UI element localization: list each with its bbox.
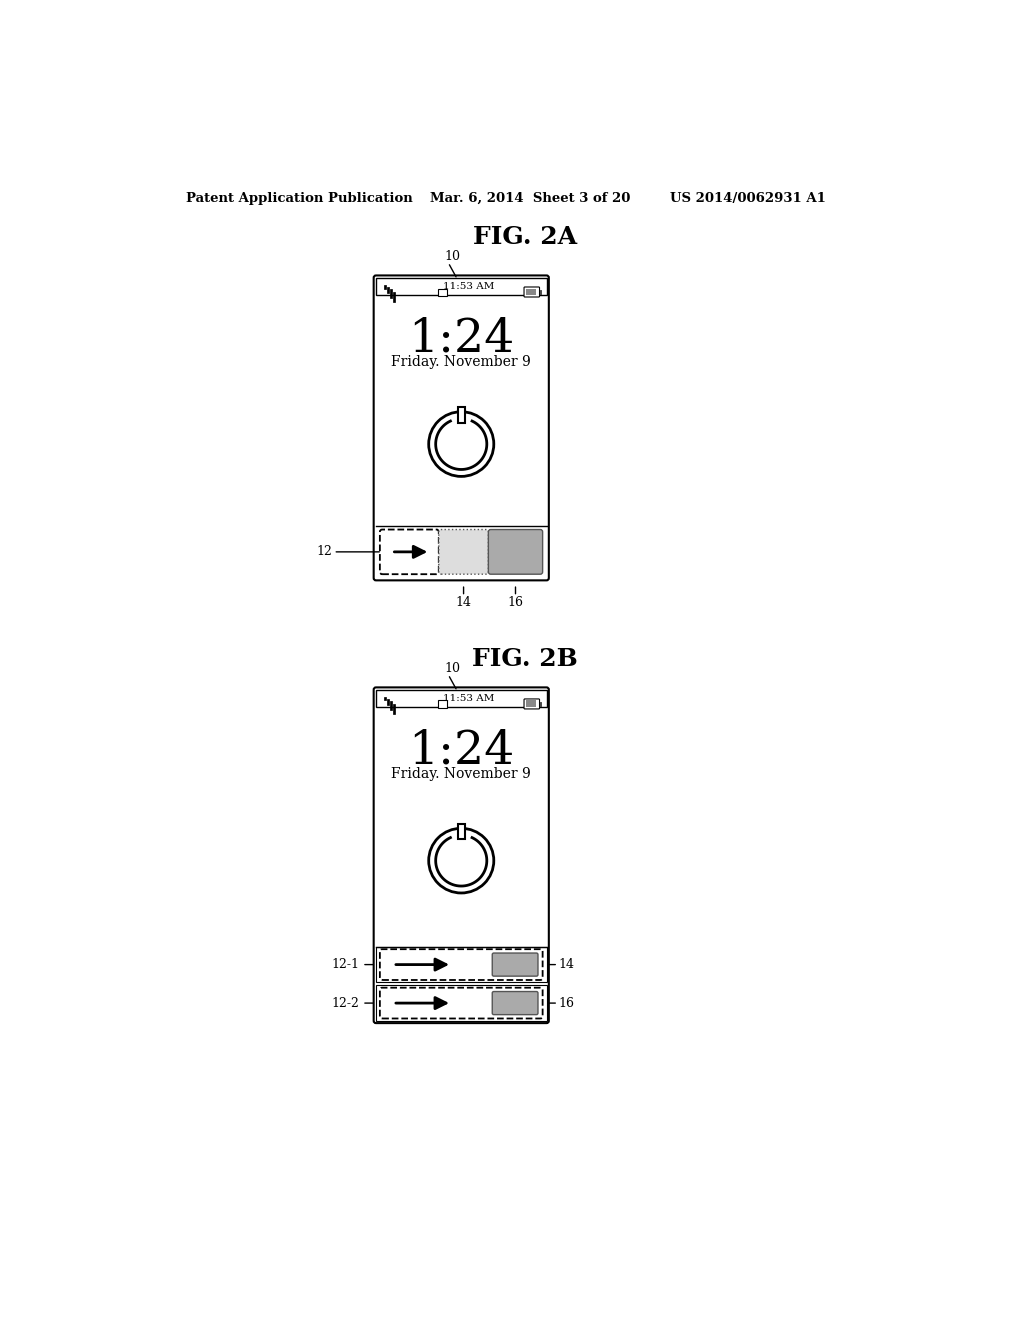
Bar xyxy=(384,285,386,289)
Bar xyxy=(458,407,465,422)
FancyBboxPatch shape xyxy=(493,991,538,1015)
FancyBboxPatch shape xyxy=(374,688,549,1023)
FancyBboxPatch shape xyxy=(374,276,549,581)
Bar xyxy=(376,985,547,1020)
Bar xyxy=(540,702,541,706)
Bar xyxy=(438,289,447,296)
Text: Patent Application Publication: Patent Application Publication xyxy=(186,191,413,205)
FancyBboxPatch shape xyxy=(380,529,438,574)
Bar xyxy=(387,286,389,293)
Text: 12-2: 12-2 xyxy=(331,997,359,1010)
Bar xyxy=(540,290,541,294)
Bar xyxy=(387,700,389,705)
Bar xyxy=(384,697,386,701)
Text: Mar. 6, 2014  Sheet 3 of 20: Mar. 6, 2014 Sheet 3 of 20 xyxy=(430,191,631,205)
Bar xyxy=(376,946,547,982)
Bar xyxy=(438,701,447,708)
FancyBboxPatch shape xyxy=(524,700,540,709)
FancyBboxPatch shape xyxy=(524,286,540,297)
Text: 14: 14 xyxy=(456,597,472,610)
Bar xyxy=(376,689,547,706)
Bar xyxy=(390,701,392,710)
FancyBboxPatch shape xyxy=(380,987,543,1019)
Text: 12-1: 12-1 xyxy=(331,958,359,972)
Text: 10: 10 xyxy=(444,661,460,675)
Text: 12: 12 xyxy=(316,545,332,558)
FancyBboxPatch shape xyxy=(493,953,538,977)
Text: 16: 16 xyxy=(559,997,574,1010)
Text: 16: 16 xyxy=(508,597,523,610)
Circle shape xyxy=(429,412,494,477)
Text: 10: 10 xyxy=(444,249,460,263)
Text: 1:24: 1:24 xyxy=(409,317,514,362)
FancyBboxPatch shape xyxy=(380,949,543,979)
Bar xyxy=(525,701,536,708)
Text: 11:53 AM: 11:53 AM xyxy=(443,694,495,702)
Bar xyxy=(458,824,465,840)
FancyBboxPatch shape xyxy=(488,529,543,574)
Bar xyxy=(393,704,395,714)
Bar xyxy=(525,289,536,296)
Text: Friday. November 9: Friday. November 9 xyxy=(391,767,531,781)
Text: FIG. 2B: FIG. 2B xyxy=(472,647,578,671)
Circle shape xyxy=(429,829,494,892)
FancyBboxPatch shape xyxy=(438,529,488,574)
Text: 11:53 AM: 11:53 AM xyxy=(443,281,495,290)
Text: 1:24: 1:24 xyxy=(409,729,514,774)
Bar xyxy=(376,277,547,294)
Text: US 2014/0062931 A1: US 2014/0062931 A1 xyxy=(671,191,826,205)
Text: Friday. November 9: Friday. November 9 xyxy=(391,355,531,370)
Bar xyxy=(390,289,392,298)
Bar xyxy=(393,292,395,302)
Text: FIG. 2A: FIG. 2A xyxy=(473,224,577,249)
Text: 14: 14 xyxy=(559,958,574,972)
